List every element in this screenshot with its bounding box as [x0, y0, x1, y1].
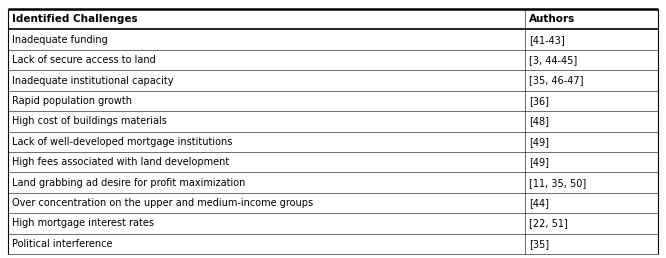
Text: [22, 51]: [22, 51]: [529, 219, 567, 229]
Text: Identified Challenges: Identified Challenges: [12, 14, 138, 24]
Text: [3, 44-45]: [3, 44-45]: [529, 55, 577, 65]
Text: Authors: Authors: [529, 14, 575, 24]
Text: [49]: [49]: [529, 157, 549, 167]
Text: [48]: [48]: [529, 116, 549, 126]
Text: Land grabbing ad desire for profit maximization: Land grabbing ad desire for profit maxim…: [12, 178, 245, 188]
Text: High fees associated with land development: High fees associated with land developme…: [12, 157, 229, 167]
Text: Over concentration on the upper and medium-income groups: Over concentration on the upper and medi…: [12, 198, 313, 208]
Text: Lack of secure access to land: Lack of secure access to land: [12, 55, 156, 65]
Text: High cost of buildings materials: High cost of buildings materials: [12, 116, 167, 126]
Text: [36]: [36]: [529, 96, 549, 106]
Text: [44]: [44]: [529, 198, 549, 208]
Text: [11, 35, 50]: [11, 35, 50]: [529, 178, 586, 188]
Text: [49]: [49]: [529, 137, 549, 147]
Text: [35]: [35]: [529, 239, 549, 249]
Text: High mortgage interest rates: High mortgage interest rates: [12, 219, 154, 229]
Text: Political interference: Political interference: [12, 239, 113, 249]
Text: Lack of well-developed mortgage institutions: Lack of well-developed mortgage institut…: [12, 137, 232, 147]
Text: Inadequate institutional capacity: Inadequate institutional capacity: [12, 76, 173, 85]
Text: Inadequate funding: Inadequate funding: [12, 35, 108, 45]
Text: [41-43]: [41-43]: [529, 35, 565, 45]
Text: Rapid population growth: Rapid population growth: [12, 96, 132, 106]
Text: [35, 46-47]: [35, 46-47]: [529, 76, 583, 85]
